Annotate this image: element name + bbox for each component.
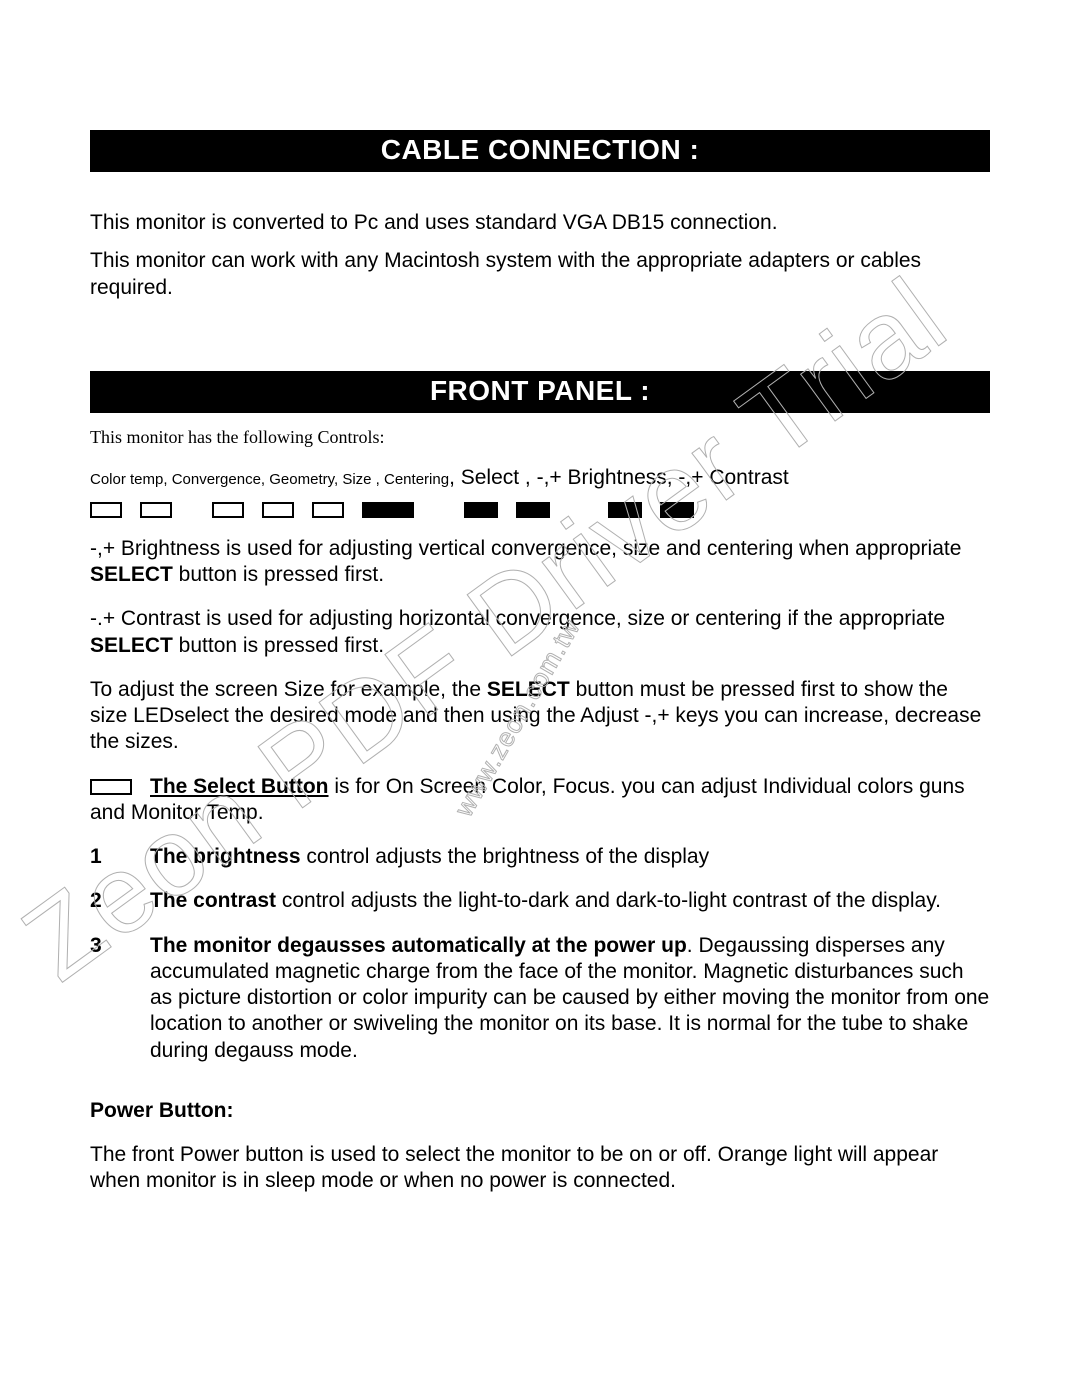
controls-small-labels: Color temp, Convergence, Geometry, Size … xyxy=(90,471,449,488)
btn-bright-minus xyxy=(464,502,498,518)
power-button-heading: Power Button: xyxy=(90,1098,990,1124)
item-2-number: 2 xyxy=(90,888,150,914)
item-1-number: 1 xyxy=(90,844,150,870)
power-button-text: The front Power button is used to select… xyxy=(90,1142,990,1195)
cable-text-1: This monitor is converted to Pc and uses… xyxy=(90,210,990,236)
item-1: 1 The brightness control adjusts the bri… xyxy=(90,844,990,870)
btn-bright-plus xyxy=(516,502,550,518)
cable-text-2: This monitor can work with any Macintosh… xyxy=(90,248,990,301)
btn-contrast-minus xyxy=(608,502,642,518)
btn-size xyxy=(262,502,294,518)
controls-med-labels: , Select , -,+ Brightness, -,+ Contrast xyxy=(449,466,789,490)
btn-color-temp xyxy=(90,502,122,518)
select-button-paragraph: The Select Button is for On Screen Color… xyxy=(90,774,990,827)
front-intro: This monitor has the following Controls: xyxy=(90,427,990,448)
btn-convergence xyxy=(140,502,172,518)
btn-contrast-plus xyxy=(660,502,694,518)
btn-geometry xyxy=(212,502,244,518)
contrast-paragraph: -.+ Contrast is used for adjusting horiz… xyxy=(90,606,990,659)
btn-select xyxy=(362,502,414,518)
controls-labels: Color temp, Convergence, Geometry, Size … xyxy=(90,466,990,496)
controls-buttons-row xyxy=(90,502,990,518)
section-header-cable: CABLE CONNECTION : xyxy=(90,130,990,172)
select-box-icon xyxy=(90,779,132,795)
btn-centering xyxy=(312,502,344,518)
size-paragraph: To adjust the screen Size for example, t… xyxy=(90,677,990,756)
item-2: 2 The contrast control adjusts the light… xyxy=(90,888,990,914)
item-3: 3 The monitor degausses automatically at… xyxy=(90,933,990,1064)
item-3-number: 3 xyxy=(90,933,150,1064)
section-header-front: FRONT PANEL : xyxy=(90,371,990,413)
brightness-paragraph: -,+ Brightness is used for adjusting ver… xyxy=(90,536,990,589)
document-page: CABLE CONNECTION : This monitor is conve… xyxy=(0,0,1080,1397)
